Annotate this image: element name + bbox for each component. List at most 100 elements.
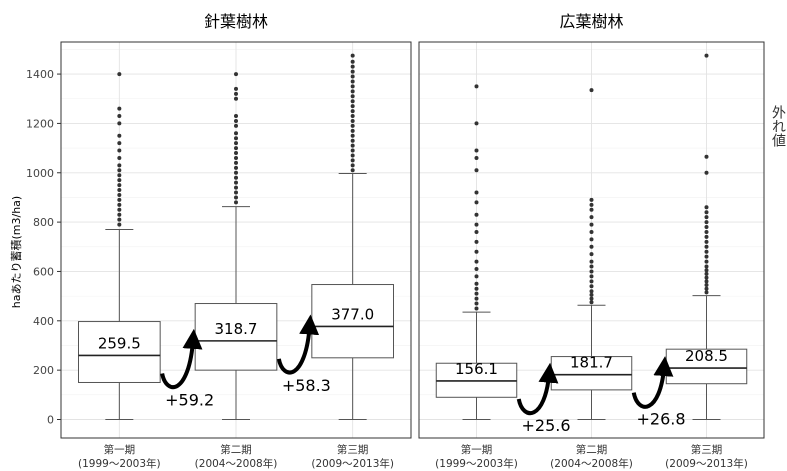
outlier-point xyxy=(589,237,594,242)
y-axis-label: haあたり蓄積(m3/ha) xyxy=(9,196,23,308)
outlier-point xyxy=(350,143,355,148)
outlier-point xyxy=(117,72,122,77)
box-1: 259.5 第一期(1999〜2003年) xyxy=(78,72,161,470)
outlier-point xyxy=(350,89,355,94)
outlier-point xyxy=(589,279,594,284)
outlier-point xyxy=(234,190,238,195)
outlier-point xyxy=(117,207,122,212)
median-label: 181.7 xyxy=(570,354,613,372)
outlier-point xyxy=(474,239,479,244)
change-label: +26.8 xyxy=(636,410,685,429)
outlier-point xyxy=(234,91,238,96)
outlier-point xyxy=(474,212,479,217)
change-label: +25.6 xyxy=(521,416,570,435)
outlier-point xyxy=(234,118,238,123)
x-tick-label: (2004〜2008年) xyxy=(550,457,633,470)
x-tick-label: 第二期 xyxy=(220,443,252,456)
outlier-point xyxy=(234,114,238,119)
outlier-point xyxy=(589,88,594,93)
outlier-point xyxy=(589,284,594,289)
y-tick-label: 0 xyxy=(47,413,54,426)
outlier-point xyxy=(704,275,709,280)
outlier-point xyxy=(234,151,238,156)
outlier-point xyxy=(474,296,479,301)
y-tick-label: 1400 xyxy=(26,68,54,81)
iqr-box xyxy=(194,303,278,371)
outlier-point xyxy=(234,155,238,160)
x-tick-label: 第二期 xyxy=(576,443,608,456)
outlier-point xyxy=(234,170,238,175)
outlier-point xyxy=(474,306,479,311)
outlier-point xyxy=(350,133,355,138)
outlier-point xyxy=(234,200,238,205)
outlier-point xyxy=(589,244,594,249)
outlier-point xyxy=(474,155,479,160)
outlier-point xyxy=(474,301,479,306)
panel-2: 広葉樹林 156.1 第一期(1999〜2003年) 181.7 第二期(2004〜20… xyxy=(418,12,765,470)
outlier-point xyxy=(704,215,709,220)
x-tick-label: 第三期 xyxy=(337,443,369,456)
outlier-point xyxy=(350,99,355,104)
outlier-point xyxy=(704,170,709,175)
outlier-point xyxy=(350,69,355,74)
outlier-point xyxy=(117,217,122,222)
outlier-point xyxy=(474,281,479,286)
outlier-point xyxy=(589,264,594,269)
outlier-point xyxy=(474,190,479,195)
outlier-point xyxy=(704,53,709,58)
change-arrow xyxy=(276,314,320,375)
outlier-point xyxy=(474,222,479,227)
outlier-point xyxy=(474,274,479,279)
box-1: 156.1 第一期(1999〜2003年) xyxy=(435,84,518,470)
outlier-point xyxy=(350,109,355,114)
outlier-point xyxy=(704,234,709,239)
outlier-point xyxy=(704,254,709,259)
outlier-point xyxy=(350,128,355,133)
outlier-point xyxy=(234,96,238,101)
outlier-point xyxy=(117,173,122,178)
outlier-point xyxy=(117,163,122,168)
outlier-point xyxy=(350,53,355,58)
outlier-point xyxy=(589,222,594,227)
outlier-point xyxy=(350,94,355,99)
x-tick-label: (2004〜2008年) xyxy=(195,457,278,470)
outlier-point xyxy=(350,153,355,158)
change-label: +58.3 xyxy=(282,376,331,395)
outlier-point xyxy=(234,123,238,128)
outlier-point xyxy=(350,163,355,168)
y-tick-label: 800 xyxy=(33,216,54,229)
outlier-point xyxy=(234,136,238,141)
iqr-box xyxy=(78,321,161,383)
outlier-point xyxy=(474,121,479,126)
outlier-point xyxy=(234,195,238,200)
outlier-point xyxy=(350,138,355,143)
x-tick-label: 第三期 xyxy=(691,443,723,456)
outlier-point xyxy=(474,291,479,296)
outlier-point xyxy=(589,259,594,264)
outlier-point xyxy=(234,160,238,165)
outlier-point xyxy=(117,212,122,217)
outlier-point xyxy=(350,114,355,119)
outlier-point xyxy=(117,202,122,207)
y-tick-label: 600 xyxy=(33,265,54,278)
outlier-point xyxy=(589,215,594,220)
outlier-point xyxy=(350,118,355,123)
outlier-point xyxy=(234,141,238,146)
outlier-point xyxy=(350,64,355,69)
iqr-box xyxy=(550,356,633,391)
outlier-point xyxy=(704,290,709,295)
outlier-point xyxy=(350,59,355,64)
outlier-point xyxy=(474,148,479,153)
outlier-point xyxy=(704,239,709,244)
box-3: 377.0 第三期(2009〜2013年) xyxy=(311,53,395,470)
outlier-point xyxy=(474,229,479,234)
outlier-point xyxy=(704,154,709,159)
outlier-point xyxy=(589,202,594,207)
outlier-point xyxy=(117,155,122,160)
outlier-point xyxy=(117,192,122,197)
y-tick-label: 1200 xyxy=(26,117,54,130)
outlier-point xyxy=(589,197,594,202)
outlier-point xyxy=(704,283,709,288)
x-tick-label: (1999〜2003年) xyxy=(435,457,518,470)
box-2: 318.7 第二期(2004〜2008年) xyxy=(194,72,278,470)
